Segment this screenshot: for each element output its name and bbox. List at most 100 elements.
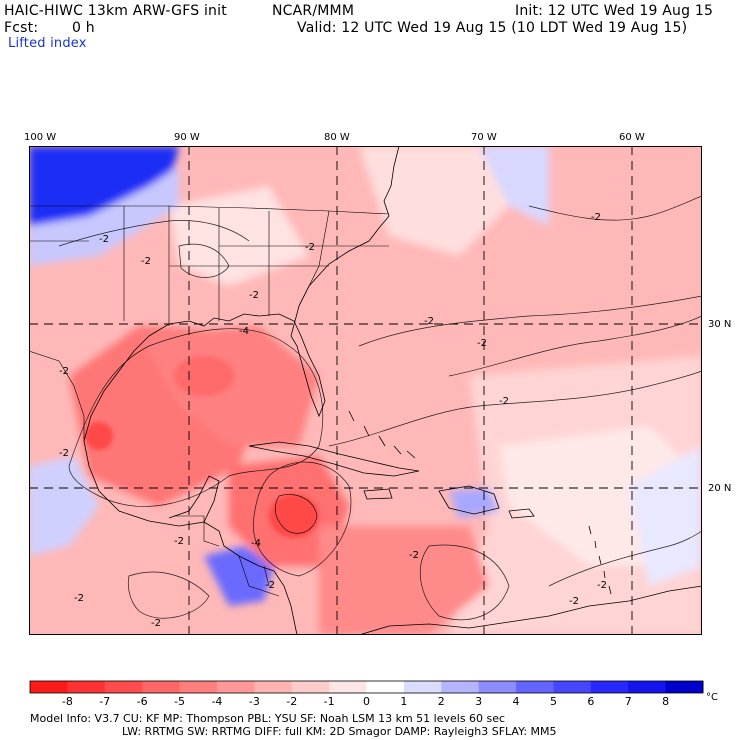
field-region-red-south [319, 526, 489, 635]
map-frame [29, 146, 702, 635]
field-region-lightblue-atlantic [479, 146, 549, 226]
colorbar-swatch [329, 681, 367, 693]
us-state-borders [29, 205, 390, 326]
contour-label: -2 [174, 536, 184, 547]
field-region-light-ne [359, 146, 509, 256]
contour-label: -2 [59, 448, 69, 459]
colorbar-swatch [179, 681, 218, 693]
colorbar-tick-label: -2 [286, 695, 297, 708]
contour-line [127, 571, 210, 619]
fcst-value: 0 h [72, 20, 95, 36]
field-name: Lifted index [8, 36, 87, 51]
jamaica-coastline [363, 488, 393, 500]
contour-label: -2 [409, 550, 419, 561]
contour-line [274, 494, 318, 534]
contour-label: -2 [597, 580, 607, 591]
lon-label-80w: 80 W [324, 132, 350, 143]
colorbar-swatch [366, 681, 405, 693]
contour-label: -2 [499, 396, 509, 407]
contour-label: -2 [99, 234, 109, 245]
colorbar-tick-label: 4 [513, 695, 520, 708]
colorbar-swatch [216, 681, 255, 693]
cuba-coastline [248, 441, 420, 477]
colorbar-tick-label: 7 [625, 695, 632, 708]
colorbar-tick-label: 8 [662, 695, 669, 708]
contour-label: -2 [477, 338, 487, 349]
colorbar-tick-label: 0 [363, 695, 370, 708]
field-region-lightblue-mexico [29, 456, 99, 556]
field-region-light-n [169, 186, 309, 286]
mexico-us-border [29, 350, 85, 441]
valid-time: Valid: 12 UTC Wed 19 Aug 15 (10 LDT Wed … [297, 20, 688, 36]
colorbar-tick-label: 1 [400, 695, 407, 708]
hispaniola-coastline [438, 485, 500, 515]
contour-label: -2 [249, 290, 259, 301]
field-region-lightblue-east [629, 446, 702, 586]
colorbar-swatch [30, 681, 68, 693]
contour-line [528, 195, 702, 221]
bahamas-islands [348, 410, 416, 459]
contour-line [178, 243, 230, 278]
fcst-label: Fcst: [4, 20, 39, 36]
contour-label: -2 [305, 242, 315, 253]
lon-label-60w: 60 W [619, 132, 645, 143]
field-core-gulf [174, 356, 234, 396]
lesser-antilles [588, 525, 612, 595]
field-region-blue-central-am [204, 546, 274, 606]
colorbar-swatch [516, 681, 554, 693]
colorbar-tick-label: -1 [324, 695, 335, 708]
colorbar-tick-label: 6 [587, 695, 594, 708]
contour-label-4: -4 [239, 326, 249, 337]
contour-label: -2 [591, 212, 601, 223]
colorbar-tick-label: -8 [62, 695, 73, 708]
colorbar-tick-label: -7 [99, 695, 110, 708]
model-title: HAIC-HIWC 13km ARW-GFS init [4, 3, 227, 19]
colorbar-swatch [665, 681, 704, 693]
puerto-rico-coastline [508, 508, 535, 519]
contour-label: -2 [141, 256, 151, 267]
colorbar-frame [29, 680, 704, 694]
colorbar-swatch [478, 681, 517, 693]
colorbar-swatch [142, 681, 181, 693]
org-label: NCAR/MMM [272, 3, 355, 19]
contour-label: -2 [74, 593, 84, 604]
contour-label: -2 [569, 596, 579, 607]
colorbar-tick-label: 3 [475, 695, 482, 708]
yucatan-coastline [203, 521, 298, 635]
central-america-borders [174, 515, 280, 597]
colorbar-swatch [628, 681, 667, 693]
model-info-line-2: LW: RRTMG SW: RRTMG DIFF: full KM: 2D Sm… [122, 725, 557, 738]
init-time: Init: 12 UTC Wed 19 Aug 15 [515, 3, 714, 19]
contour-line [448, 315, 702, 377]
colorbar-tick-label: -5 [174, 695, 185, 708]
contour-line [328, 370, 702, 447]
colorbar-swatch [590, 681, 629, 693]
contour-label: -2 [151, 618, 161, 629]
colorbar-swatch [553, 681, 592, 693]
colorbar-swatch [441, 681, 480, 693]
contour-line [58, 220, 250, 247]
us-gulf-coastline [83, 313, 326, 442]
lat-label-20n: 20 N [708, 483, 732, 494]
colorbar-tick-label: 2 [438, 695, 445, 708]
contour-label: -2 [265, 580, 275, 591]
field-core-texas [85, 422, 113, 450]
colorbar-swatch [291, 681, 330, 693]
field-region-lightblue-hispaniola [449, 488, 499, 518]
colorbar-tick-label: -3 [249, 695, 260, 708]
contour-label: -2 [59, 366, 69, 377]
lon-label-100w: 100 W [24, 132, 57, 143]
colorbar-swatch [254, 681, 293, 693]
colorbar-tick-label: 5 [550, 695, 557, 708]
colorbar-tick-label: -4 [211, 695, 222, 708]
lifted-index-map: -2 -2 -2 -2 -2 -2 -2 -2 -2 -2 -2 -2 -2 -… [29, 146, 702, 635]
lat-label-30n: 30 N [708, 319, 732, 330]
contour-line [68, 328, 324, 507]
contour-label: -2 [424, 316, 434, 327]
contour-line [548, 530, 702, 587]
colorbar-swatch [104, 681, 143, 693]
contour-line [419, 544, 510, 620]
colorbar-swatch [403, 681, 442, 693]
contour-line [358, 295, 702, 347]
contour-line [252, 461, 352, 577]
